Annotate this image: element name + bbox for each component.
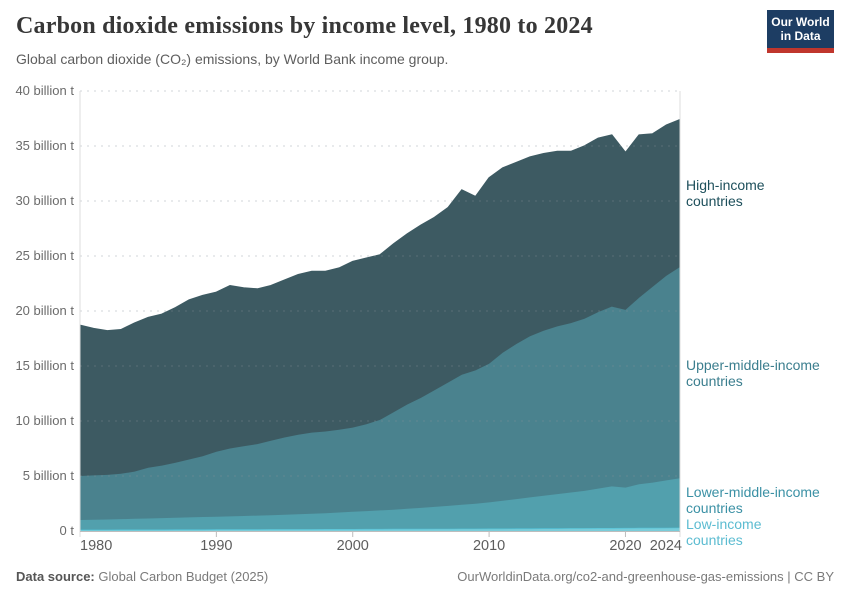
footer-license-link[interactable]: OurWorldinData.org/co2-and-greenhouse-ga…	[457, 569, 834, 584]
chart-subtitle: Global carbon dioxide (CO₂) emissions, b…	[16, 51, 449, 67]
owid-logo[interactable]: Our World in Data	[767, 10, 834, 53]
series-label-low-income-countries: Low-income countries	[686, 516, 844, 548]
datasource-value: Global Carbon Budget (2025)	[98, 569, 269, 584]
area-upper-middle-income-countries[interactable]	[80, 267, 680, 520]
series-label-line: Upper-middle-income	[686, 356, 820, 373]
line-high-income-countries	[79, 118, 681, 332]
page-title: Carbon dioxide emissions by income level…	[16, 13, 593, 39]
y-axis-label: 25 billion t	[15, 248, 74, 263]
footer-datasource: Data source: Global Carbon Budget (2025)	[16, 569, 268, 584]
series-label-upper-middle-income-countries: Upper-middle-income countries	[686, 357, 844, 389]
series-label-lower-middle-income-countries: Lower-middle-income countries	[686, 484, 844, 516]
series-label-line: countries	[686, 372, 743, 389]
y-axis-label: 30 billion t	[15, 193, 74, 208]
owid-logo-line1: Our World	[771, 15, 830, 29]
series-label-line: Lower-middle-income	[686, 484, 820, 501]
series-label-line: countries	[686, 532, 743, 549]
y-axis-label: 20 billion t	[15, 303, 74, 318]
y-axis-label: 15 billion t	[15, 358, 74, 373]
area-high-income-countries[interactable]	[80, 119, 680, 476]
y-axis-label: 10 billion t	[15, 413, 74, 428]
series-label-line: countries	[686, 193, 743, 210]
x-axis-label: 1990	[200, 538, 233, 554]
series-label-line: High-income	[686, 177, 765, 194]
y-axis-label: 35 billion t	[15, 138, 74, 153]
series-label-line: Low-income	[686, 516, 762, 533]
x-axis-label: 2000	[336, 538, 369, 554]
datasource-label: Data source:	[16, 569, 95, 584]
series-label-line: countries	[686, 500, 743, 517]
x-axis-label: 2020	[609, 538, 642, 554]
x-axis-label: 2024	[649, 538, 682, 554]
y-axis-label: 0 t	[59, 523, 74, 538]
series-label-high-income-countries: High-income countries	[686, 177, 844, 209]
y-axis-label: 5 billion t	[22, 468, 74, 483]
owid-logo-line2: in Data	[780, 29, 821, 43]
x-axis-label: 1980	[80, 538, 113, 554]
x-axis-label: 2010	[472, 538, 506, 554]
y-axis-label: 40 billion t	[15, 83, 74, 98]
